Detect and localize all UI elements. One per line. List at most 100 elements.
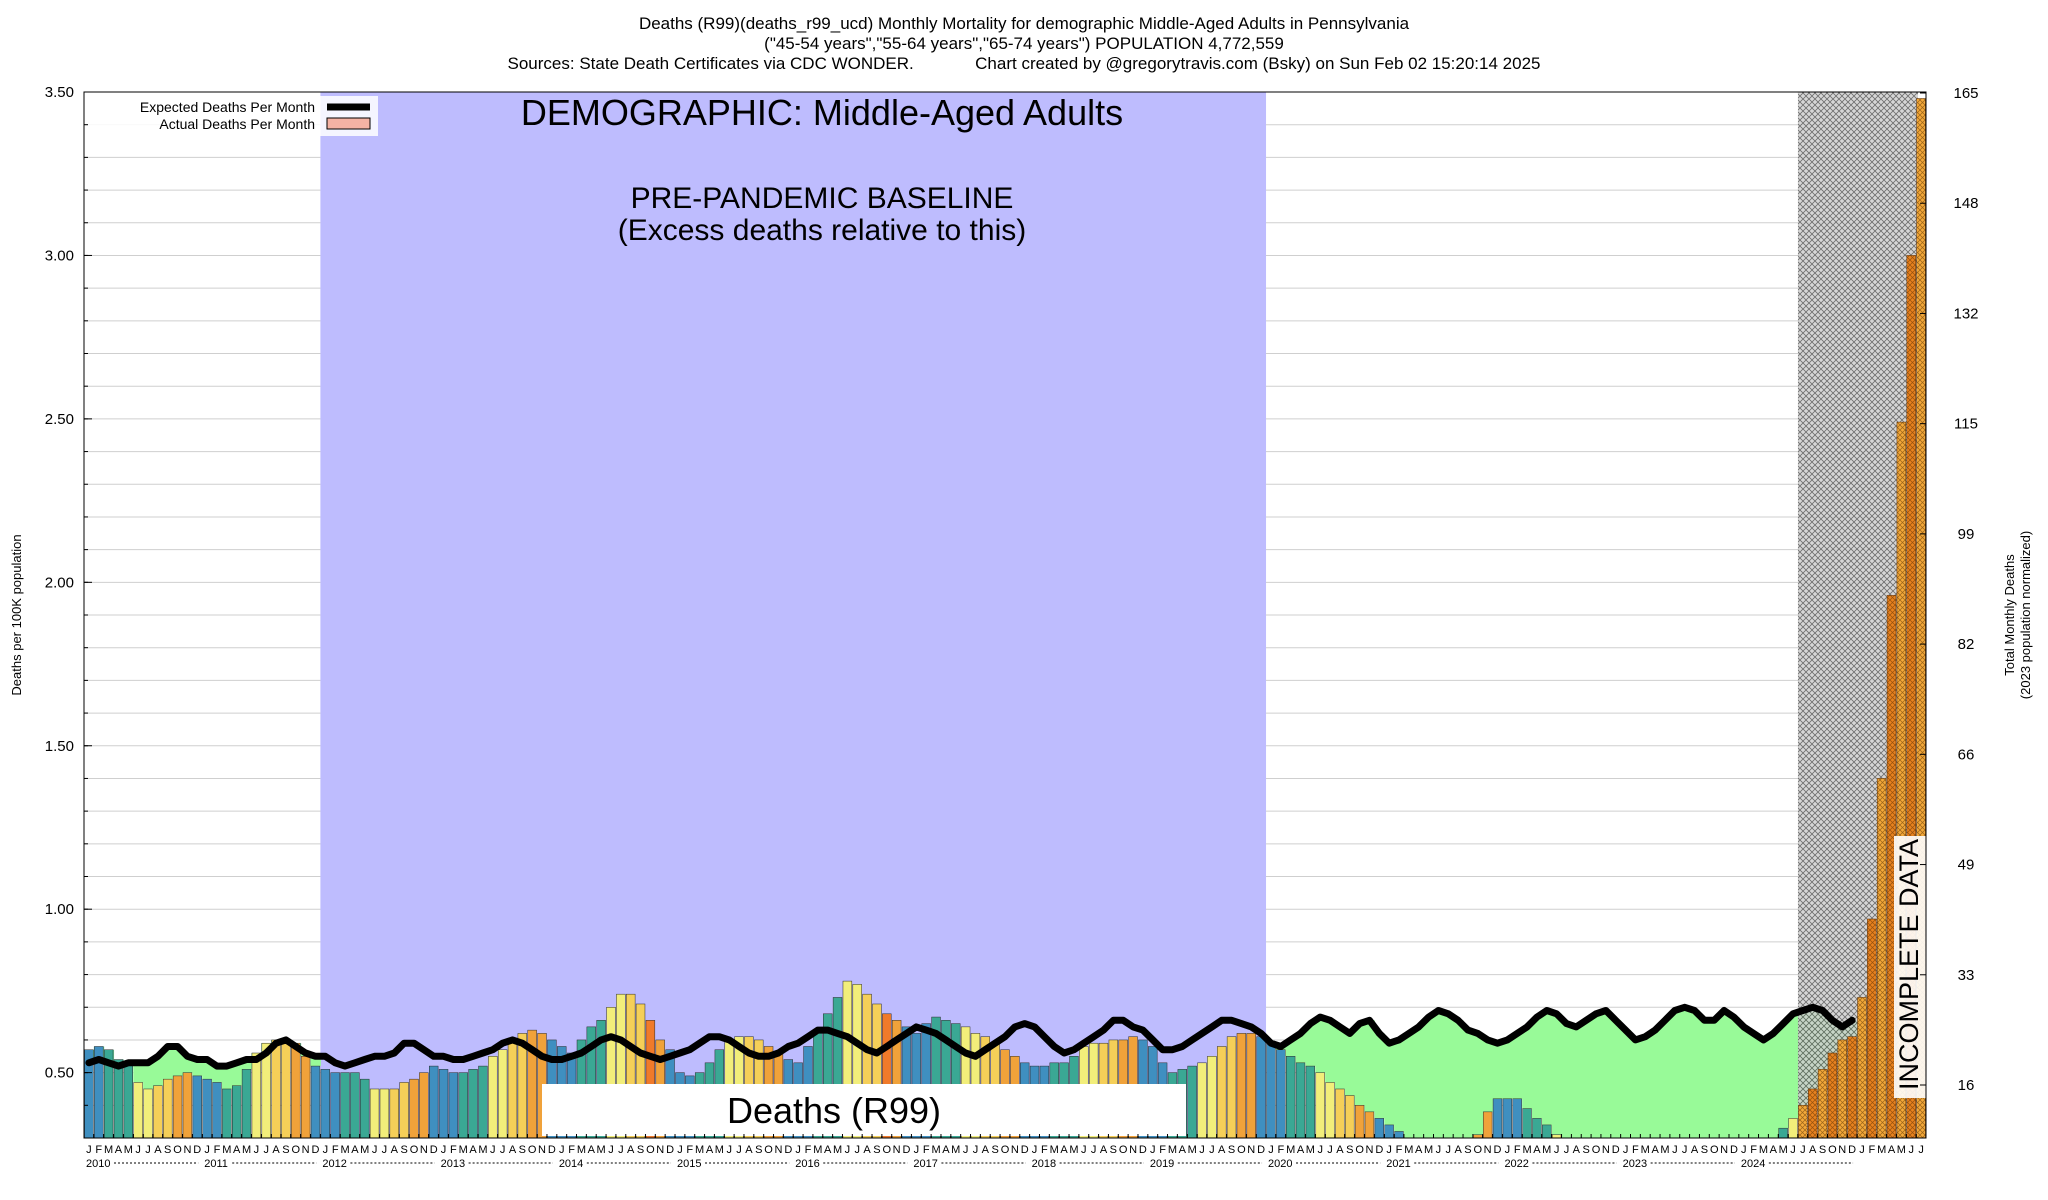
month-tick-label: A — [1454, 1144, 1462, 1156]
actual-bar — [635, 1003, 646, 1138]
actual-bar — [468, 1069, 478, 1138]
actual-bar — [960, 1026, 971, 1138]
month-tick-label: M — [1759, 1144, 1768, 1156]
actual-bar — [320, 1069, 331, 1138]
month-tick-label: N — [656, 1144, 664, 1156]
month-tick-label: S — [1582, 1144, 1589, 1156]
actual-bar — [1335, 1088, 1345, 1138]
month-tick-label: O — [173, 1144, 182, 1156]
excess-band-segment — [1403, 1033, 1415, 1138]
excess-band-segment — [1600, 1010, 1612, 1138]
month-tick-label: O — [1828, 1144, 1837, 1156]
month-tick-label: J — [1317, 1144, 1323, 1156]
actual-bar — [153, 1085, 163, 1138]
year-label-bg — [912, 1156, 941, 1168]
excess-band-segment — [1709, 1020, 1720, 1138]
excess-band-segment — [1423, 1017, 1434, 1138]
actual-bar — [1788, 1118, 1798, 1138]
month-tick-label: D — [666, 1144, 674, 1156]
month-tick-label: M — [1897, 1144, 1906, 1156]
month-tick-label: J — [441, 1144, 447, 1156]
month-tick-label: S — [1464, 1144, 1471, 1156]
month-tick-label: J — [135, 1144, 141, 1156]
actual-bar — [891, 1020, 902, 1138]
month-tick-label: J — [490, 1144, 496, 1156]
actual-bar-hatch — [1906, 255, 1916, 1138]
excess-band-segment — [1315, 1017, 1326, 1073]
month-tick-label: M — [360, 1144, 369, 1156]
excess-band-segment — [1561, 1023, 1572, 1138]
year-tick-label: 2011 — [204, 1158, 228, 1170]
actual-bar-hatch — [1877, 778, 1887, 1138]
excess-band-segment — [1719, 1010, 1730, 1138]
month-tick-label: A — [1060, 1144, 1068, 1156]
excess-band-segment — [1699, 1020, 1710, 1138]
month-tick-label: J — [86, 1144, 92, 1156]
month-tick-label: O — [764, 1144, 773, 1156]
actual-bar — [379, 1088, 390, 1138]
year-tick-label: 2024 — [1741, 1158, 1765, 1170]
month-tick-label: J — [1741, 1144, 1747, 1156]
month-tick-label: D — [312, 1144, 320, 1156]
actual-bar — [399, 1082, 409, 1138]
actual-bar — [1522, 1108, 1532, 1138]
actual-bar — [941, 1020, 951, 1138]
actual-bar — [1374, 1118, 1384, 1138]
year-label-bg — [794, 1156, 823, 1168]
month-tick-label: J — [914, 1144, 920, 1156]
actual-bar — [1315, 1072, 1325, 1138]
actual-bar — [419, 1072, 429, 1138]
actual-bar — [478, 1065, 488, 1138]
actual-bar — [852, 984, 862, 1138]
month-tick-label: O — [291, 1144, 300, 1156]
month-tick-label: O — [410, 1144, 419, 1156]
month-tick-label: J — [1150, 1144, 1156, 1156]
month-tick-label: A — [115, 1144, 123, 1156]
year-label-bg — [203, 1156, 232, 1168]
actual-bar — [350, 1072, 360, 1138]
actual-bar-hatch — [1798, 1105, 1808, 1138]
excess-band-segment — [241, 1059, 252, 1070]
month-tick-label: S — [1819, 1144, 1826, 1156]
actual-bar — [182, 1072, 193, 1138]
month-tick-label: S — [755, 1144, 762, 1156]
month-tick-label: N — [183, 1144, 191, 1156]
month-tick-label: D — [1848, 1144, 1856, 1156]
month-tick-label: A — [982, 1144, 990, 1156]
year-label-bg — [1621, 1156, 1650, 1168]
month-tick-label: N — [1247, 1144, 1255, 1156]
month-tick-label: M — [1404, 1144, 1413, 1156]
cause-label-box — [542, 1084, 1186, 1136]
month-tick-label: A — [233, 1144, 241, 1156]
month-tick-label: M — [1779, 1144, 1788, 1156]
month-tick-label: S — [991, 1144, 998, 1156]
excess-band-segment — [1344, 1033, 1356, 1096]
excess-band-segment — [1541, 1010, 1553, 1125]
actual-bar-hatch — [1808, 1088, 1818, 1138]
actual-bar — [192, 1075, 202, 1138]
y2-tick-label: 115 — [1954, 416, 1978, 433]
excess-band-segment — [192, 1059, 203, 1076]
actual-bar — [1266, 1042, 1276, 1138]
excess-band-segment — [1748, 1033, 1760, 1138]
month-tick-label: D — [548, 1144, 556, 1156]
actual-bar — [497, 1049, 508, 1138]
actual-bar — [1197, 1062, 1207, 1138]
excess-band-segment — [1334, 1026, 1346, 1089]
month-tick-label: J — [973, 1144, 979, 1156]
year-label-bg — [1385, 1156, 1414, 1168]
month-tick-label: J — [145, 1144, 151, 1156]
month-tick-label: D — [193, 1144, 201, 1156]
excess-band-segment — [1325, 1020, 1336, 1083]
actual-bar — [1482, 1111, 1493, 1138]
month-tick-label: J — [382, 1144, 388, 1156]
month-tick-label: F — [1159, 1144, 1166, 1156]
y2-tick-label: 49 — [1958, 857, 1975, 874]
year-tick-label: 2019 — [1150, 1158, 1174, 1170]
month-tick-label: F — [450, 1144, 457, 1156]
excess-band-segment — [133, 1062, 144, 1083]
excess-band-segment — [1374, 1033, 1385, 1119]
month-tick-label: J — [372, 1144, 378, 1156]
month-tick-label: J — [1091, 1144, 1097, 1156]
month-tick-label: A — [863, 1144, 871, 1156]
